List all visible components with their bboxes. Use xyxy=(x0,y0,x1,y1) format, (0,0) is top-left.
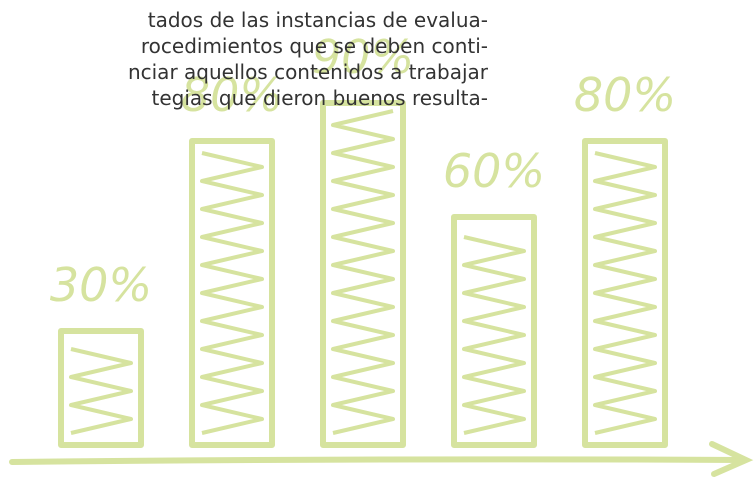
arrow-head xyxy=(709,441,754,477)
text-line: tados de las instancias de evalua- xyxy=(148,8,488,32)
chart: 30% 80% 90% 60% 80% xyxy=(50,30,676,448)
value-label: 90% xyxy=(312,30,414,84)
x-axis-arrow xyxy=(9,456,748,465)
hatch xyxy=(331,109,395,435)
hatch xyxy=(593,151,657,435)
arrow xyxy=(9,441,754,477)
value-label: 60% xyxy=(443,144,545,198)
bar xyxy=(320,100,406,448)
bar xyxy=(58,328,144,448)
value-label: 30% xyxy=(50,258,152,312)
bar xyxy=(582,138,668,448)
bar xyxy=(451,214,537,448)
hatch xyxy=(69,347,133,435)
value-label: 80% xyxy=(181,68,283,122)
paragraph: tados de las instancias de evalua-rocedi… xyxy=(128,8,489,110)
hatch xyxy=(200,151,264,435)
text-line: nciar aquellos contenidos a trabajar xyxy=(128,60,489,84)
hatch xyxy=(462,235,526,435)
text-line: tegias que dieron buenos resulta- xyxy=(152,86,489,110)
text-line: rocedimientos que se deben conti- xyxy=(141,34,488,58)
value-label: 80% xyxy=(574,68,676,122)
bar xyxy=(189,138,275,448)
